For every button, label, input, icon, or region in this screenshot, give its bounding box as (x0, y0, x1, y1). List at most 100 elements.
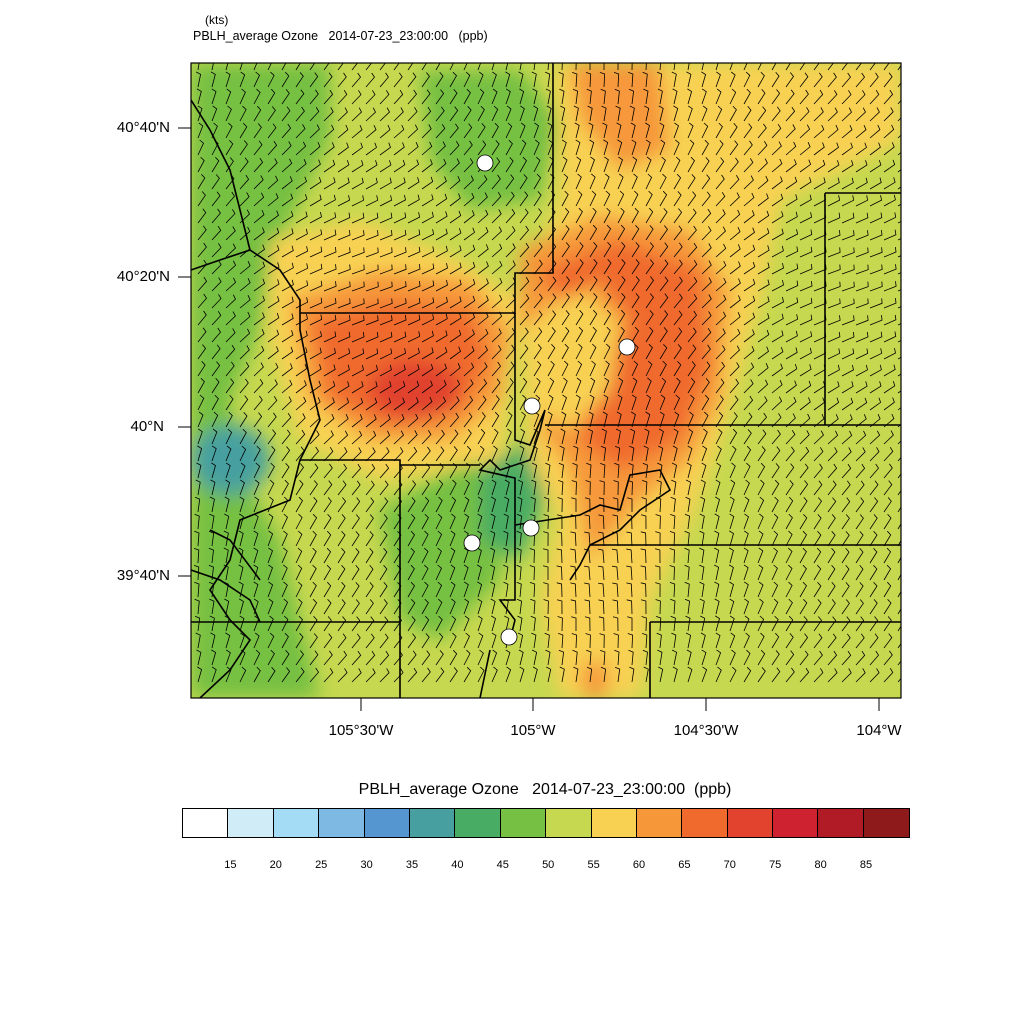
wind-barb (601, 428, 607, 445)
colorbar-box (319, 809, 365, 837)
wind-barb (211, 462, 216, 479)
wind-barb (323, 212, 337, 224)
wind-barb (351, 281, 365, 292)
wind-barb (533, 105, 539, 122)
wind-barb (295, 89, 305, 105)
wind-barb (743, 513, 749, 530)
wind-barb (799, 497, 808, 513)
wind-barb (603, 156, 609, 173)
wind-barb (519, 344, 529, 360)
wind-barb (701, 294, 712, 309)
wind-barb (407, 633, 417, 649)
wind-barb (253, 345, 265, 360)
wind-barb (393, 668, 404, 683)
wind-barb (855, 582, 864, 598)
wind-barb (785, 159, 797, 173)
wind-barb (771, 496, 779, 513)
wind-barb (197, 122, 204, 139)
wind-barb (491, 122, 499, 139)
wind-barb (505, 243, 516, 258)
wind-barb (407, 107, 418, 122)
wind-barb (869, 281, 883, 292)
wind-barb (558, 480, 564, 496)
colorbar-title: PBLH_average Ozone 2014-07-23_23:00:00 (… (358, 781, 732, 798)
wind-barb (631, 63, 633, 71)
wind-barb (827, 281, 841, 292)
wind-barb (869, 480, 879, 496)
wind-barb (491, 428, 499, 445)
wind-barb (295, 413, 306, 428)
wind-barb (785, 194, 798, 207)
wind-barb (323, 264, 337, 275)
wind-barb (813, 89, 824, 105)
wind-barb (561, 242, 570, 258)
wind-barb (531, 462, 538, 479)
wind-barb (701, 411, 709, 428)
wind-barb (533, 225, 543, 241)
wind-barb (617, 394, 623, 411)
wind-barb (715, 294, 727, 309)
wind-barb (602, 122, 608, 139)
wind-barb (449, 530, 456, 547)
wind-barb (449, 106, 459, 122)
wind-barb (463, 175, 474, 190)
wind-barb (379, 497, 389, 513)
wind-barb (295, 564, 303, 581)
wind-barb (517, 632, 524, 649)
wind-barb (337, 582, 346, 598)
wind-barb (869, 177, 882, 190)
wind-barb (309, 446, 320, 462)
wind-barb (449, 140, 460, 156)
wind-barb (519, 361, 528, 377)
wind-barb (211, 445, 217, 462)
wind-barb (211, 294, 222, 309)
wind-barb (463, 666, 472, 683)
wind-barb (337, 633, 347, 649)
wind-barb (531, 479, 537, 496)
wind-barb (295, 72, 304, 88)
wind-barb (225, 88, 232, 105)
wind-barb (869, 195, 883, 207)
wind-barb (687, 174, 696, 190)
wind-barb (225, 479, 231, 496)
wind-barb (813, 633, 823, 649)
wind-barb (407, 72, 417, 88)
wind-barb (701, 243, 712, 258)
wind-barb (323, 514, 332, 530)
wind-barb (365, 142, 377, 156)
wind-barb (883, 581, 892, 598)
wind-barb (743, 88, 751, 105)
wind-barb (855, 72, 866, 88)
wind-barb (197, 666, 203, 683)
wind-barb (560, 105, 566, 122)
wind-barb (267, 312, 280, 326)
wind-barb (729, 123, 738, 139)
wind-barb (598, 531, 605, 547)
wind-barb (699, 513, 705, 530)
wind-barb (449, 89, 458, 105)
wind-barb (393, 331, 407, 343)
wind-barb (715, 122, 723, 139)
wind-barb (659, 259, 669, 275)
wind-barb (533, 327, 543, 343)
wind-barb (575, 394, 581, 411)
wind-barb (225, 63, 229, 71)
wind-barb (337, 565, 346, 581)
wind-barb (686, 71, 692, 88)
wind-barb (771, 479, 780, 496)
wind-barb (281, 446, 291, 462)
wind-barb (841, 463, 852, 479)
wind-barb (699, 581, 705, 598)
wind-barb (799, 314, 813, 326)
wind-barb (209, 615, 215, 632)
wind-barb (519, 174, 528, 190)
colorbar (182, 808, 911, 838)
wind-barb (463, 598, 470, 615)
wind-barb (379, 348, 393, 360)
wind-barb (463, 71, 471, 88)
wind-barb (687, 88, 693, 105)
wind-barb (351, 72, 362, 88)
wind-barb (435, 380, 447, 394)
wind-barb (799, 430, 810, 445)
wind-barb (435, 280, 448, 292)
